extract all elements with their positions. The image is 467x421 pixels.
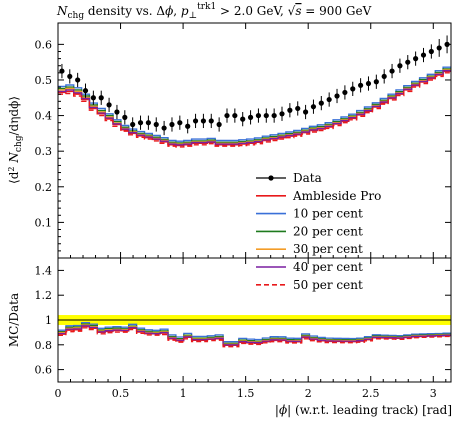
xtick-label: 1.5 xyxy=(237,387,255,400)
data-point xyxy=(67,73,73,80)
data-point xyxy=(342,89,348,96)
data-point xyxy=(122,114,128,120)
data-point xyxy=(247,114,254,120)
ratio-series-10-per-cent xyxy=(58,321,451,343)
data-point xyxy=(318,100,324,106)
data-point xyxy=(279,111,285,117)
data-point xyxy=(405,59,411,65)
data-point xyxy=(169,121,175,128)
data-point xyxy=(295,105,301,112)
legend-label: Data xyxy=(293,171,322,185)
data-point xyxy=(326,96,332,103)
main-ytick-label: 0.6 xyxy=(35,38,53,51)
xtick-label: 0.5 xyxy=(112,387,130,400)
main-ytick-label: 0.2 xyxy=(35,181,53,194)
xtick-label: 0 xyxy=(55,387,62,400)
data-point xyxy=(373,79,379,85)
data-point xyxy=(82,88,89,94)
legend-label: 30 per cent xyxy=(293,242,363,256)
ratio-panel: 0.6 0.8 1 1.2 1.4 0 0.5 1 1.5 2 2.5 3 MC/Data |ϕ| … xyxy=(7,23,452,417)
xtick-label: 2 xyxy=(305,387,312,400)
data-point xyxy=(263,112,269,119)
main-ytick-label: 0.1 xyxy=(35,216,53,229)
ratio-xlabel: |ϕ| (w.r.t. leading track) [rad] xyxy=(275,403,452,417)
data-point xyxy=(216,121,222,128)
data-point xyxy=(310,104,317,110)
data-point xyxy=(232,112,238,119)
legend-label: 10 per cent xyxy=(293,207,363,221)
data-point xyxy=(114,109,120,115)
data-point xyxy=(98,95,104,101)
ratio-series-group xyxy=(58,321,451,348)
data-point xyxy=(334,93,340,99)
data-point xyxy=(106,102,112,108)
data-point xyxy=(428,48,434,55)
legend-marker xyxy=(268,175,274,181)
data-point xyxy=(145,120,151,126)
xtick-label: 2.5 xyxy=(362,387,380,400)
data-point xyxy=(177,120,183,126)
series-50-per-cent xyxy=(58,72,451,148)
data-point xyxy=(389,68,395,74)
data-point xyxy=(287,107,293,113)
data-point xyxy=(185,123,191,129)
xtick-label: 1 xyxy=(180,387,187,400)
legend-label: 20 per cent xyxy=(293,224,363,238)
ratio-ytick-label: 1.2 xyxy=(35,289,53,302)
legend-label: Ambleside Pro xyxy=(292,189,381,203)
data-point xyxy=(397,63,403,69)
data-point xyxy=(75,77,81,83)
data-point xyxy=(192,118,199,124)
data-point xyxy=(365,80,372,87)
legend-label: 50 per cent xyxy=(293,278,363,292)
data-point xyxy=(350,86,356,92)
ratio-ylabel: MC/Data xyxy=(7,293,21,347)
data-point xyxy=(413,56,419,62)
legend-label: 40 per cent xyxy=(293,260,363,274)
data-point xyxy=(358,82,364,88)
ratio-ytick-label: 1 xyxy=(45,314,52,327)
ratio-series-50-per-cent xyxy=(58,327,451,348)
data-point xyxy=(271,112,277,119)
ratio-frame xyxy=(57,257,452,383)
data-point xyxy=(302,109,309,115)
main-ytick-label: 0.3 xyxy=(35,145,53,158)
ratio-ytick-label: 0.8 xyxy=(35,339,53,352)
legend: Data Ambleside Pro 10 per cent 20 per cent 3… xyxy=(256,171,381,292)
series-10-per-cent xyxy=(58,66,451,142)
data-point xyxy=(436,45,442,51)
main-ytick-label: 0.4 xyxy=(35,110,53,123)
data-point xyxy=(153,121,159,128)
chart-title: Nchg density vs. Δϕ, p⊥trk1 > 2.0 GeV, √… xyxy=(56,2,372,21)
data-point xyxy=(420,52,427,58)
data-point xyxy=(137,120,144,126)
main-panel: 0.1 0.2 0.3 0.4 0.5 0.6 ⟨d2 Nchg/dηdϕ⟩ xyxy=(7,22,452,259)
data-point xyxy=(224,112,230,119)
data-point xyxy=(255,112,262,119)
ratio-series-20-per-cent xyxy=(58,323,451,344)
data-point xyxy=(240,116,246,122)
main-ylabel: ⟨d2 Nchg/dηdϕ⟩ xyxy=(7,96,24,184)
data-point xyxy=(381,73,387,80)
data-point xyxy=(161,125,167,131)
data-point xyxy=(90,95,96,101)
main-series-group xyxy=(58,35,451,148)
main-ytick-label: 0.5 xyxy=(35,74,53,87)
ratio-ytick-label: 0.6 xyxy=(35,364,53,377)
data-point xyxy=(200,118,207,124)
data-point xyxy=(130,121,136,128)
data-point xyxy=(208,118,214,124)
xtick-label: 3 xyxy=(430,387,437,400)
ratio-ytick-label: 1.4 xyxy=(35,264,53,277)
ratio-series-40-per-cent xyxy=(58,325,451,346)
